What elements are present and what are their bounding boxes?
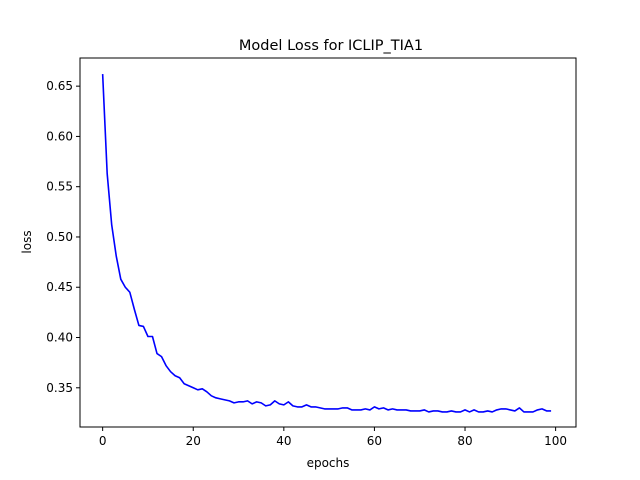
chart-title: Model Loss for ICLIP_TIA1 [239, 38, 423, 54]
x-tick-label: 80 [457, 434, 472, 448]
y-tick-label: 0.50 [46, 230, 73, 244]
axes-frame [79, 57, 577, 428]
x-tick-label: 100 [544, 434, 567, 448]
x-tick-label: 20 [186, 434, 201, 448]
y-tick-label: 0.35 [46, 381, 73, 395]
plot-area [101, 74, 552, 413]
y-tick-label: 0.40 [46, 331, 73, 345]
x-tick-label: 0 [99, 434, 107, 448]
y-tick-label: 0.60 [46, 129, 73, 143]
y-tick-label: 0.45 [46, 280, 73, 294]
y-axis-label: loss [20, 230, 34, 253]
y-tick-label: 0.65 [46, 79, 73, 93]
x-tick-label: 40 [276, 434, 291, 448]
y-axis: 0.35 0.40 0.45 0.50 0.55 0.60 0.65 [46, 79, 80, 395]
x-tick-label: 60 [367, 434, 382, 448]
x-axis: 0 20 40 60 80 100 [99, 427, 567, 448]
loss-series-line [101, 74, 552, 413]
y-tick-label: 0.55 [46, 180, 73, 194]
x-axis-label: epochs [307, 456, 350, 470]
